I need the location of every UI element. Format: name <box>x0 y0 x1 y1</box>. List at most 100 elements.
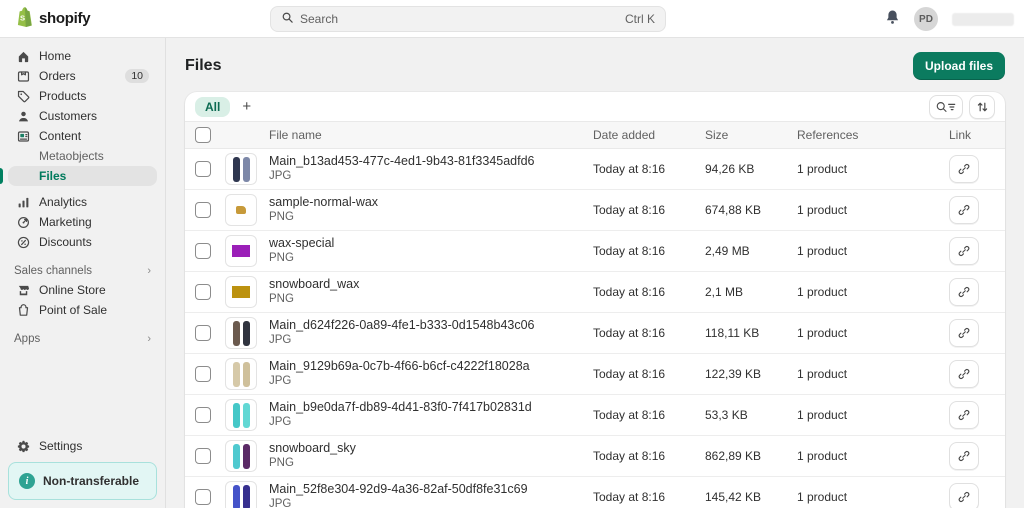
file-name[interactable]: wax-special <box>269 235 335 250</box>
store-icon <box>16 283 31 298</box>
row-checkbox[interactable] <box>195 489 211 505</box>
table-row[interactable]: Main_b9e0da7f-db89-4d41-83f0-7f417b02831… <box>185 395 1005 436</box>
global-search-input[interactable]: Search Ctrl K <box>270 6 666 32</box>
copy-link-button[interactable] <box>949 401 979 429</box>
sidebar-item-marketing[interactable]: Marketing <box>8 212 157 232</box>
copy-link-button[interactable] <box>949 442 979 470</box>
tab-all[interactable]: All <box>195 96 231 117</box>
file-name[interactable]: Main_b9e0da7f-db89-4d41-83f0-7f417b02831… <box>269 399 532 414</box>
table-row[interactable]: snowboard_sky PNG Today at 8:16 862,89 K… <box>185 436 1005 477</box>
table-row[interactable]: Main_9129b69a-0c7b-4f66-b6cf-c4222f18028… <box>185 354 1005 395</box>
file-name[interactable]: snowboard_sky <box>269 440 356 455</box>
row-checkbox[interactable] <box>195 161 211 177</box>
marketing-icon <box>16 215 31 230</box>
file-thumbnail[interactable] <box>225 276 257 308</box>
copy-link-button[interactable] <box>949 155 979 183</box>
file-thumbnail[interactable] <box>225 153 257 185</box>
sidebar-item-point-of-sale[interactable]: Point of Sale <box>8 300 157 320</box>
shopify-logo[interactable]: S shopify <box>0 6 166 32</box>
sidebar-item-discounts[interactable]: Discounts <box>8 232 157 252</box>
file-name[interactable]: Main_b13ad453-477c-4ed1-9b43-81f3345adfd… <box>269 153 535 168</box>
sidebar-item-files[interactable]: Files <box>0 166 157 186</box>
table-row[interactable]: Main_d624f226-0a89-4fe1-b333-0d1548b43c0… <box>185 313 1005 354</box>
file-size: 122,39 KB <box>705 367 762 381</box>
copy-link-button[interactable] <box>949 319 979 347</box>
file-thumbnail[interactable] <box>225 358 257 390</box>
file-name[interactable]: Main_d624f226-0a89-4fe1-b333-0d1548b43c0… <box>269 317 535 332</box>
file-name[interactable]: sample-normal-wax <box>269 194 379 209</box>
file-name[interactable]: Main_9129b69a-0c7b-4f66-b6cf-c4222f18028… <box>269 358 530 373</box>
add-view-button[interactable]: + <box>234 99 259 114</box>
search-icon <box>281 11 294 27</box>
sidebar-item-online-store[interactable]: Online Store <box>8 280 157 300</box>
table-row[interactable]: Main_b13ad453-477c-4ed1-9b43-81f3345adfd… <box>185 149 1005 190</box>
file-thumbnail[interactable] <box>225 399 257 431</box>
references[interactable]: 1 product <box>797 326 848 340</box>
copy-link-button[interactable] <box>949 196 979 224</box>
sidebar-item-settings[interactable]: Settings <box>8 436 157 456</box>
references[interactable]: 1 product <box>797 449 848 463</box>
table-row[interactable]: snowboard_wax PNG Today at 8:16 2,1 MB 1… <box>185 272 1005 313</box>
content-icon <box>16 129 31 144</box>
date-added: Today at 8:16 <box>593 244 666 258</box>
row-checkbox[interactable] <box>195 202 211 218</box>
thumbnail-shape <box>242 361 250 387</box>
sidebar-item-label: Analytics <box>39 195 88 209</box>
thumbnail-shape <box>232 361 240 387</box>
tag-icon <box>16 89 31 104</box>
references[interactable]: 1 product <box>797 244 848 258</box>
table-row[interactable]: wax-special PNG Today at 8:16 2,49 MB 1 … <box>185 231 1005 272</box>
copy-link-button[interactable] <box>949 278 979 306</box>
thumbnail-shape <box>242 402 250 428</box>
copy-link-button[interactable] <box>949 360 979 388</box>
store-name-redacted <box>952 12 1014 26</box>
file-thumbnail[interactable] <box>225 317 257 349</box>
date-added: Today at 8:16 <box>593 326 666 340</box>
copy-link-button[interactable] <box>949 237 979 265</box>
search-filter-button[interactable] <box>929 94 963 119</box>
sort-button[interactable] <box>969 94 995 119</box>
sales-channels-header[interactable]: Sales channels › <box>14 265 151 277</box>
row-checkbox[interactable] <box>195 407 211 423</box>
file-name[interactable]: Main_52f8e304-92d9-4a36-82af-50df8fe31c6… <box>269 481 528 496</box>
file-thumbnail[interactable] <box>225 194 257 226</box>
copy-link-button[interactable] <box>949 483 979 508</box>
select-all-checkbox[interactable] <box>195 127 211 143</box>
upload-files-button[interactable]: Upload files <box>912 52 1005 80</box>
references[interactable]: 1 product <box>797 285 848 299</box>
file-size: 674,88 KB <box>705 203 762 217</box>
row-checkbox[interactable] <box>195 366 211 382</box>
sidebar-item-metaobjects[interactable]: Metaobjects <box>8 146 157 166</box>
references[interactable]: 1 product <box>797 408 848 422</box>
avatar[interactable]: PD <box>914 7 938 31</box>
references[interactable]: 1 product <box>797 367 848 381</box>
row-checkbox[interactable] <box>195 325 211 341</box>
table-row[interactable]: Main_52f8e304-92d9-4a36-82af-50df8fe31c6… <box>185 477 1005 508</box>
sidebar-item-orders[interactable]: Orders 10 <box>8 66 157 86</box>
references[interactable]: 1 product <box>797 203 848 217</box>
sidebar-item-products[interactable]: Products <box>8 86 157 106</box>
sidebar-item-customers[interactable]: Customers <box>8 106 157 126</box>
file-thumbnail[interactable] <box>225 481 257 508</box>
notifications-bell-icon[interactable] <box>885 9 900 30</box>
file-type: JPG <box>269 334 292 347</box>
row-checkbox[interactable] <box>195 243 211 259</box>
thumbnail-shape <box>232 156 240 182</box>
info-icon: i <box>19 473 35 489</box>
file-type: JPG <box>269 375 292 388</box>
file-name[interactable]: snowboard_wax <box>269 276 360 291</box>
sidebar-item-analytics[interactable]: Analytics <box>8 192 157 212</box>
sidebar-item-home[interactable]: Home <box>8 46 157 66</box>
file-size: 53,3 KB <box>705 408 748 422</box>
table-row[interactable]: sample-normal-wax PNG Today at 8:16 674,… <box>185 190 1005 231</box>
sidebar-item-content[interactable]: Content <box>8 126 157 146</box>
file-thumbnail[interactable] <box>225 235 257 267</box>
apps-header[interactable]: Apps › <box>14 333 151 345</box>
row-checkbox[interactable] <box>195 284 211 300</box>
row-checkbox[interactable] <box>195 448 211 464</box>
non-transferable-banner[interactable]: i Non-transferable <box>8 462 157 500</box>
references[interactable]: 1 product <box>797 490 848 504</box>
file-thumbnail[interactable] <box>225 440 257 472</box>
file-type: PNG <box>269 457 294 470</box>
references[interactable]: 1 product <box>797 162 848 176</box>
